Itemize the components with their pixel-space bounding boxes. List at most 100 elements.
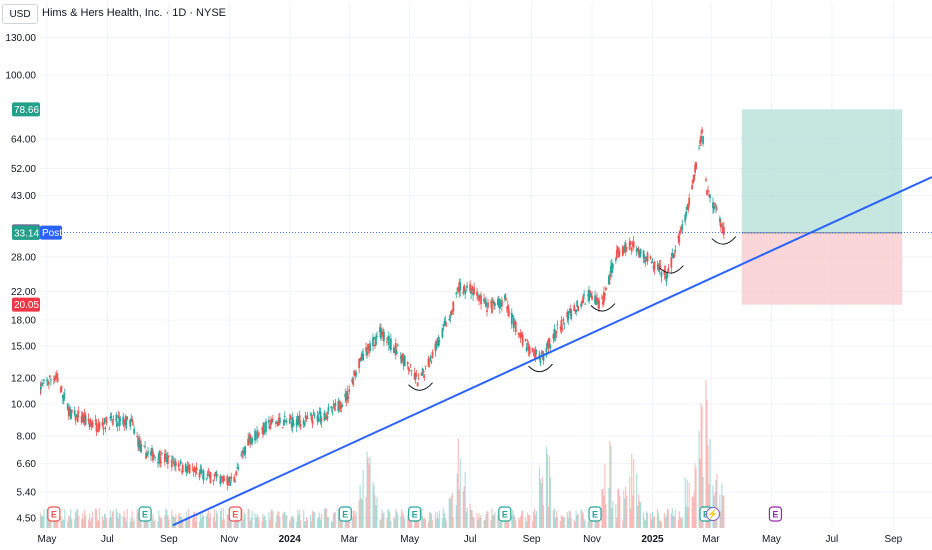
candle-body[interactable] — [139, 441, 142, 447]
candle-body[interactable] — [552, 334, 555, 339]
candle-body[interactable] — [256, 431, 258, 438]
candle-body[interactable] — [103, 418, 106, 424]
candle-body[interactable] — [671, 252, 674, 256]
candle-body[interactable] — [652, 266, 655, 269]
candle-body[interactable] — [167, 455, 170, 457]
candle-body[interactable] — [415, 374, 418, 376]
candle-body[interactable] — [499, 302, 502, 304]
candle-body[interactable] — [53, 377, 56, 381]
candle-body[interactable] — [172, 461, 175, 464]
candle-body[interactable] — [598, 300, 600, 309]
candle-body[interactable] — [531, 347, 534, 352]
candle-body[interactable] — [199, 469, 202, 473]
support-arc[interactable] — [408, 382, 433, 391]
candle-body[interactable] — [81, 414, 84, 421]
candle-body[interactable] — [490, 302, 492, 304]
candle-body[interactable] — [158, 453, 160, 459]
candle-body[interactable] — [258, 433, 260, 435]
candle-body[interactable] — [243, 451, 246, 452]
earnings-event-marker[interactable] — [768, 506, 783, 522]
candle-body[interactable] — [438, 340, 441, 342]
candle-body[interactable] — [61, 394, 64, 399]
candle-body[interactable] — [55, 373, 58, 379]
candle-body[interactable] — [526, 343, 529, 345]
candle-body[interactable] — [721, 227, 724, 234]
candle-body[interactable] — [290, 422, 293, 428]
candle-body[interactable] — [380, 327, 382, 339]
split-event-marker[interactable] — [705, 507, 720, 521]
candle-body[interactable] — [346, 391, 349, 401]
candle-body[interactable] — [705, 179, 707, 181]
candle-body[interactable] — [223, 479, 226, 481]
candle-body[interactable] — [131, 419, 134, 423]
candle-body[interactable] — [434, 343, 437, 352]
candle-body[interactable] — [431, 351, 434, 358]
candle-body[interactable] — [688, 197, 691, 205]
candle-body[interactable] — [313, 415, 316, 416]
candle-body[interactable] — [205, 478, 208, 479]
candle-body[interactable] — [504, 297, 507, 301]
candle-body[interactable] — [351, 379, 354, 383]
candle-body[interactable] — [42, 382, 44, 384]
candle-body[interactable] — [94, 419, 97, 422]
candle-body[interactable] — [496, 299, 499, 306]
support-arc[interactable] — [590, 303, 616, 312]
candle-body[interactable] — [241, 450, 244, 454]
candle-body[interactable] — [699, 140, 701, 144]
candle-body[interactable] — [367, 343, 369, 350]
candle-body[interactable] — [487, 302, 489, 308]
candle-body[interactable] — [263, 422, 265, 435]
candle-body[interactable] — [83, 414, 86, 423]
candle-body[interactable] — [254, 430, 256, 441]
candle-body[interactable] — [657, 266, 660, 270]
candle-body[interactable] — [194, 471, 197, 473]
candle-body[interactable] — [456, 288, 459, 290]
candle-body[interactable] — [192, 469, 195, 473]
candle-body[interactable] — [422, 370, 425, 373]
candle-body[interactable] — [98, 422, 101, 429]
support-arc[interactable] — [711, 236, 737, 245]
candle-body[interactable] — [160, 461, 162, 464]
candle-body[interactable] — [383, 331, 385, 342]
candle-body[interactable] — [698, 147, 700, 149]
candle-body[interactable] — [151, 448, 153, 452]
candle-body[interactable] — [59, 387, 62, 392]
candle-body[interactable] — [485, 301, 487, 308]
candle-body[interactable] — [56, 378, 59, 381]
candle-body[interactable] — [324, 417, 327, 419]
candle-body[interactable] — [702, 136, 704, 144]
candle-body[interactable] — [326, 415, 329, 419]
candle-body[interactable] — [274, 421, 277, 424]
candle-body[interactable] — [694, 164, 697, 173]
candle-body[interactable] — [249, 434, 252, 445]
candle-body[interactable] — [534, 350, 537, 358]
candle-body[interactable] — [693, 174, 696, 181]
candle-body[interactable] — [152, 451, 154, 461]
candle-body[interactable] — [591, 296, 593, 300]
candle-body[interactable] — [89, 419, 92, 423]
candle-body[interactable] — [265, 421, 267, 432]
candle-body[interactable] — [143, 445, 145, 447]
candle-body[interactable] — [709, 194, 711, 198]
candle-body[interactable] — [320, 418, 323, 422]
candle-body[interactable] — [115, 414, 118, 422]
candle-body[interactable] — [458, 282, 461, 293]
candle-body[interactable] — [96, 430, 99, 432]
candle-body[interactable] — [77, 411, 80, 414]
candle-body[interactable] — [146, 452, 148, 457]
candle-body[interactable] — [556, 324, 559, 326]
candle-body[interactable] — [582, 296, 585, 304]
candle-body[interactable] — [361, 352, 364, 360]
candle-body[interactable] — [659, 265, 662, 267]
candle-body[interactable] — [642, 250, 645, 259]
candle-body[interactable] — [348, 389, 351, 392]
candle-body[interactable] — [407, 367, 410, 370]
candle-body[interactable] — [396, 344, 399, 346]
candle-body[interactable] — [298, 415, 301, 423]
candle-body[interactable] — [581, 300, 584, 304]
candle-body[interactable] — [484, 300, 486, 303]
candle-body[interactable] — [82, 417, 85, 423]
candle-body[interactable] — [288, 418, 291, 424]
candle-body[interactable] — [289, 415, 292, 420]
support-arc[interactable] — [658, 265, 684, 274]
